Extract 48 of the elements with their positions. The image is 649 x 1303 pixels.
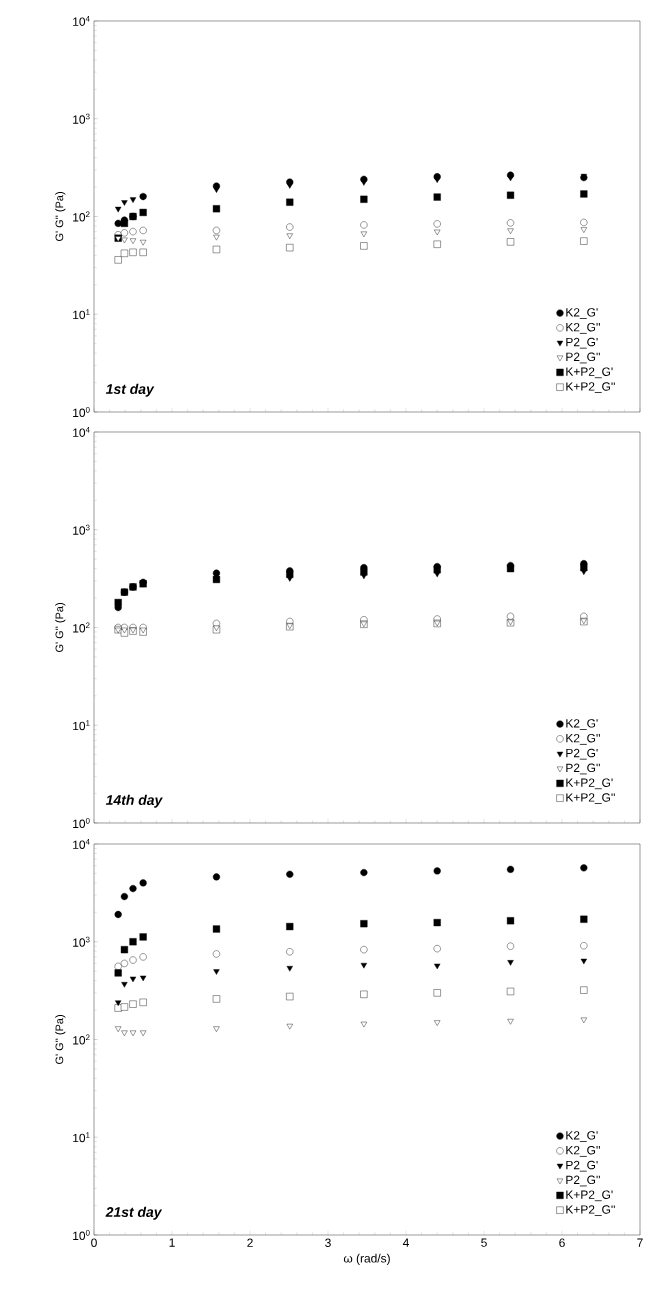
- x-tick-label: 3: [325, 1238, 331, 1247]
- legend-label: K+P2_G': [566, 367, 613, 379]
- y-axis-title: G' G'' (Pa): [55, 1015, 66, 1065]
- legend-label: P2_G': [566, 1160, 598, 1172]
- y-tick-label: 10$^{3}$: [73, 524, 90, 535]
- y-axis-title: G' G'' (Pa): [55, 192, 66, 241]
- x-axis-title: ω (rad/s): [343, 1253, 390, 1265]
- y-tick-label: 10$^{1}$: [73, 720, 90, 731]
- legend-label: K2_G': [566, 719, 598, 730]
- x-tick-label: 5: [481, 1238, 487, 1247]
- legend-label: K2_G'': [566, 733, 600, 745]
- text: 1st day: [105, 383, 155, 397]
- x-tick-label: 7: [637, 1238, 643, 1247]
- legend-label: K2_G': [566, 1131, 598, 1142]
- y-tick-label: 10$^{2}$: [73, 622, 90, 633]
- y-tick-label: 10$^{4}$: [73, 427, 90, 437]
- legend-label: K2_G': [566, 308, 598, 319]
- text: 14th day: [105, 794, 163, 808]
- y-axis-title: G' G'' (Pa): [55, 603, 66, 653]
- legend-label: K+P2_G'': [566, 382, 615, 393]
- y-tick-label: 10$^{2}$: [73, 1034, 90, 1045]
- y-tick-label: 10$^{4}$: [73, 839, 90, 849]
- legend-label: K+P2_G'': [566, 1205, 615, 1216]
- y-tick-label: 10$^{1}$: [73, 1132, 90, 1143]
- x-tick-label: 4: [402, 1238, 409, 1247]
- y-tick-label: 10$^{0}$: [73, 817, 90, 828]
- x-tick-label: 1: [169, 1238, 175, 1247]
- y-tick-label: 10$^{3}$: [73, 936, 90, 947]
- y-tick-label: 10$^{0}$: [73, 1230, 90, 1241]
- legend-label: K2_G'': [566, 1145, 600, 1157]
- y-tick-label: 10$^{1}$: [73, 309, 90, 320]
- legend-label: P2_G'': [566, 1175, 600, 1187]
- x-tick-label: 0: [91, 1238, 97, 1247]
- legend-label: P2_G'': [566, 763, 600, 775]
- legend-label: K2_G'': [566, 322, 600, 334]
- y-tick-label: 10$^{2}$: [73, 211, 90, 222]
- legend-label: K+P2_G': [566, 1190, 613, 1202]
- x-tick-label: 6: [559, 1238, 565, 1247]
- legend-label: P2_G': [566, 748, 598, 760]
- legend-label: P2_G'': [566, 352, 600, 364]
- legend-label: K+P2_G': [566, 778, 613, 790]
- legend-label: P2_G': [566, 337, 598, 349]
- y-tick-label: 10$^{0}$: [73, 406, 90, 417]
- text: 21st day: [105, 1206, 163, 1220]
- x-tick-label: 2: [247, 1238, 253, 1247]
- legend-label: K+P2_G'': [566, 793, 615, 804]
- y-tick-label: 10$^{3}$: [73, 113, 90, 124]
- y-tick-label: 10$^{4}$: [73, 16, 90, 26]
